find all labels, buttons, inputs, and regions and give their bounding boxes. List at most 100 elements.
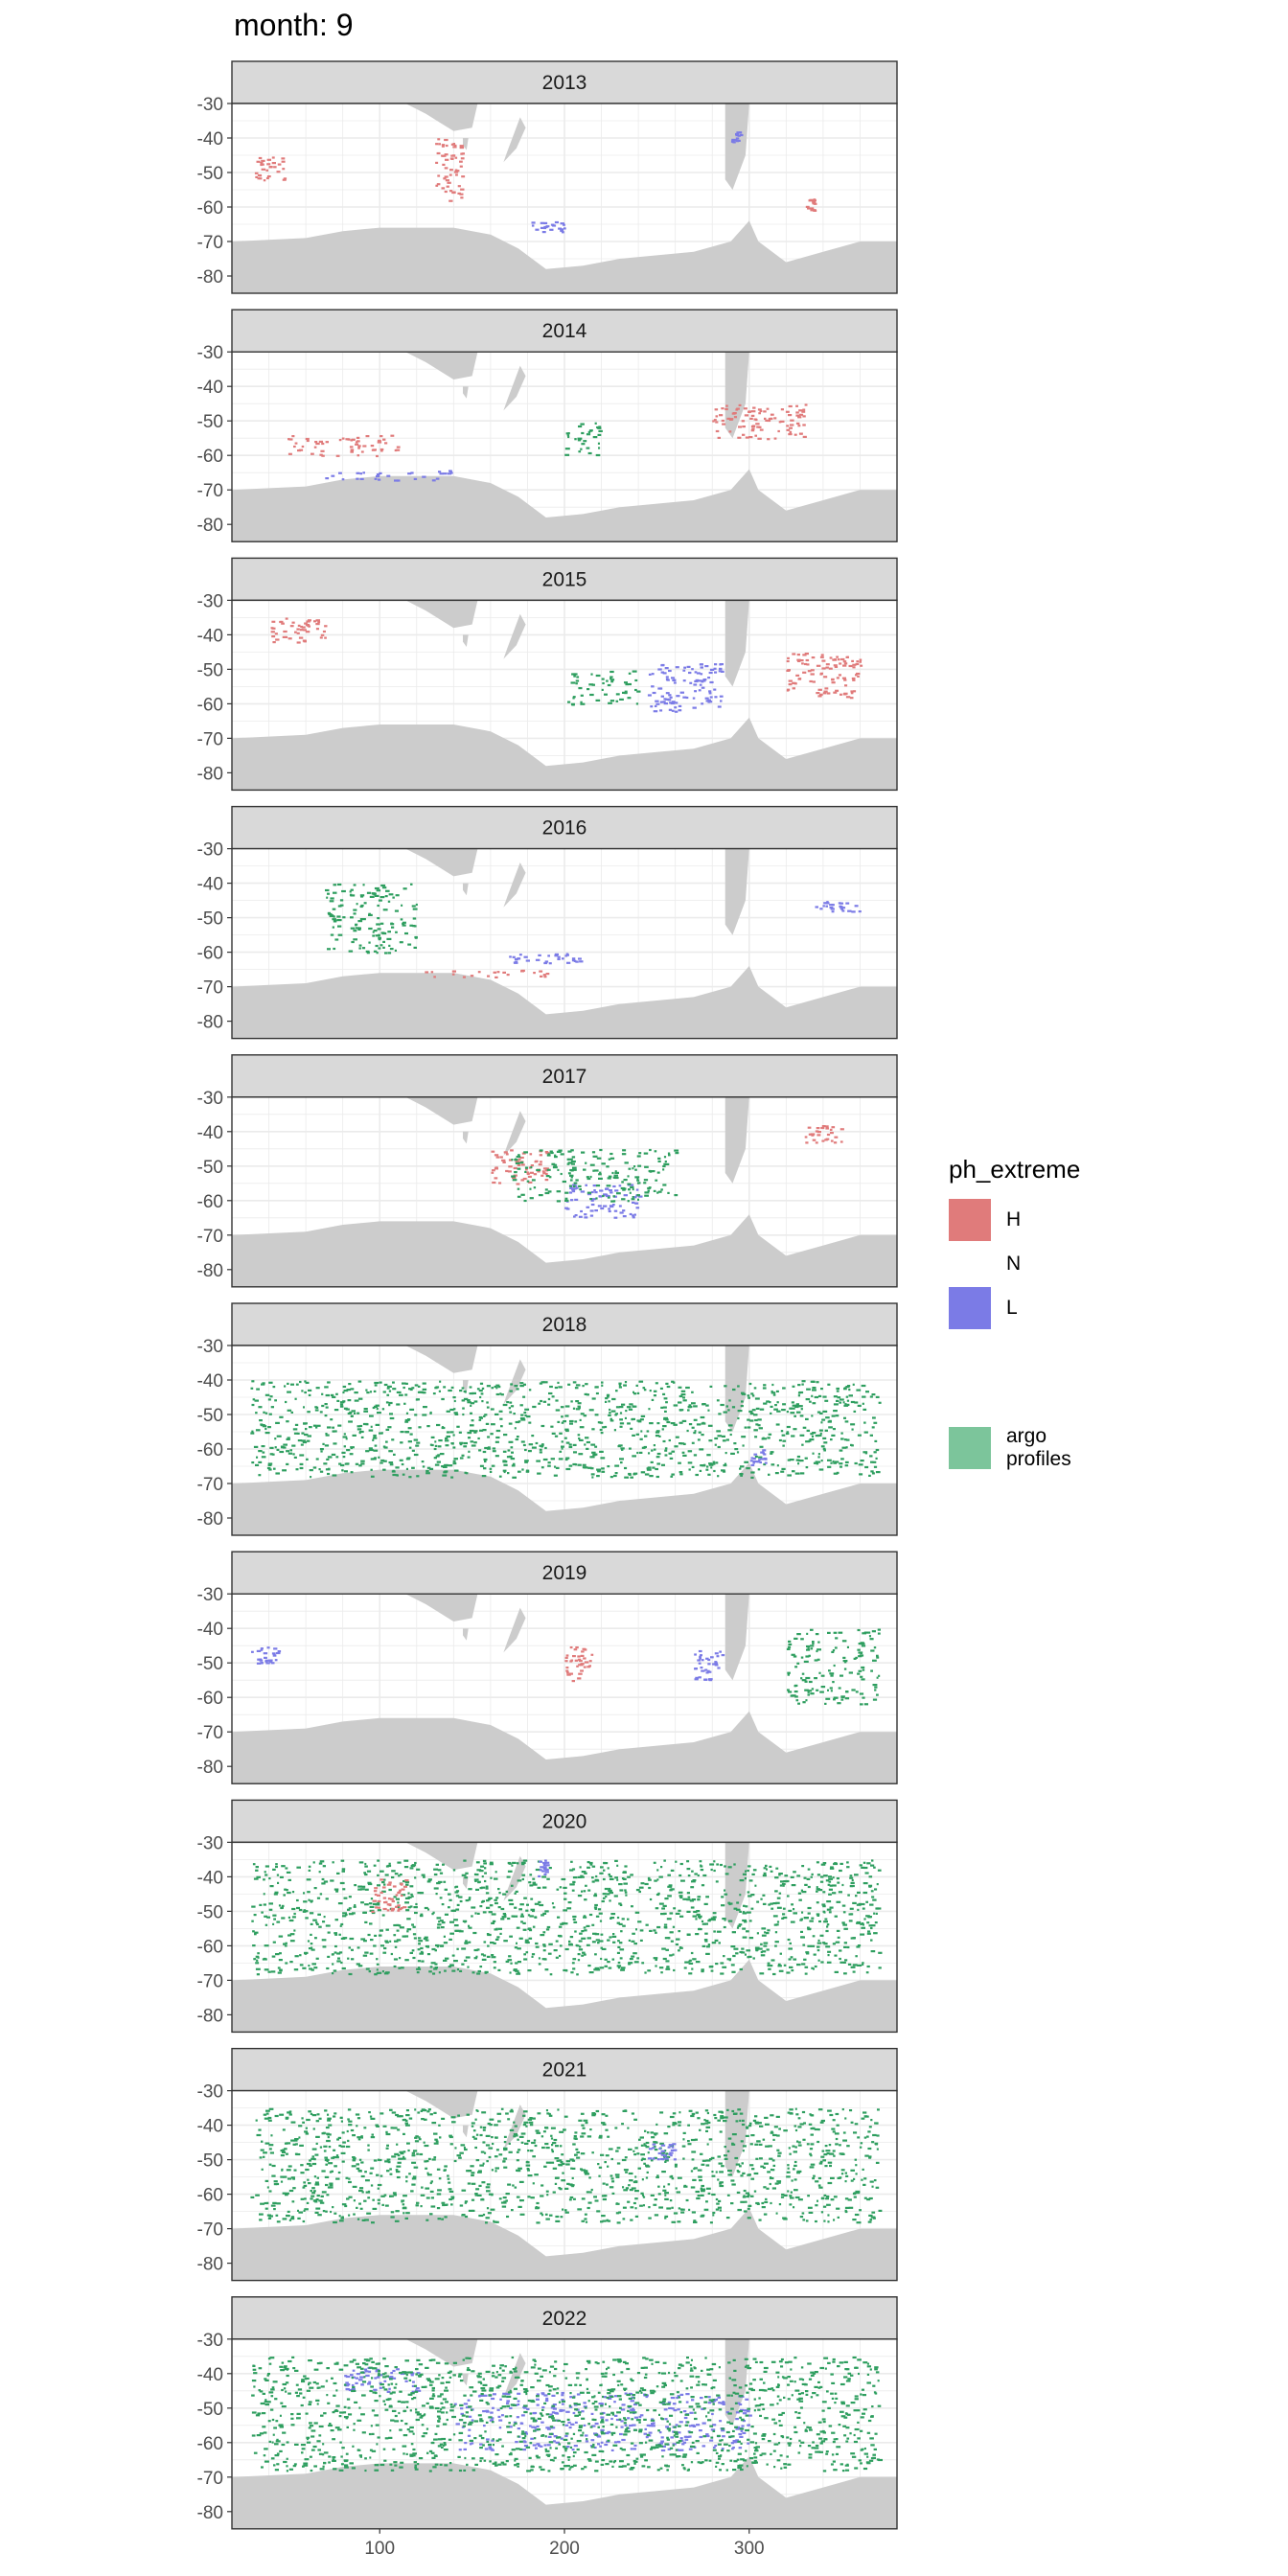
heatmap-cell (755, 423, 760, 426)
heatmap-cell (366, 2212, 372, 2215)
heatmap-cell (490, 1433, 494, 1436)
heatmap-cell (382, 438, 386, 441)
heatmap-cell (343, 1445, 346, 1448)
heatmap-cell (323, 2150, 327, 2152)
heatmap-cell (595, 699, 601, 702)
heatmap-cell (655, 1179, 658, 1182)
heatmap-cell (782, 1444, 785, 1447)
heatmap-cell (823, 1943, 828, 1945)
heatmap-cell (818, 1429, 823, 1432)
heatmap-cell (439, 1380, 442, 1383)
heatmap-cell (520, 1418, 526, 1421)
heatmap-cell (572, 1915, 577, 1919)
heatmap-cell (461, 152, 465, 155)
heatmap-cell (543, 226, 547, 230)
heatmap-cell (526, 1171, 529, 1174)
heatmap-cell (832, 1884, 837, 1887)
heatmap-cell (271, 620, 276, 623)
heatmap-cell (450, 1386, 454, 1389)
heatmap-cell (697, 1659, 702, 1662)
heatmap-cell (849, 1876, 854, 1879)
heatmap-cell (694, 1678, 699, 1681)
heatmap-cell (759, 1445, 764, 1448)
heatmap-cell (359, 1424, 363, 1428)
heatmap-cell (842, 1923, 847, 1926)
heatmap-cell (681, 1419, 687, 1422)
heatmap-cell (404, 1901, 409, 1904)
heatmap-cell (536, 1168, 541, 1172)
heatmap-cell (833, 1141, 838, 1144)
heatmap-cell (675, 1943, 678, 1946)
heatmap-cell (855, 674, 858, 677)
heatmap-cell (341, 2203, 347, 2206)
heatmap-cell (350, 1446, 353, 1450)
heatmap-cell (459, 2151, 464, 2154)
heatmap-cell (628, 2148, 632, 2150)
facet-strip (231, 1551, 898, 1595)
heatmap-cell (791, 1401, 794, 1404)
heatmap-cell (329, 2182, 334, 2185)
heatmap-cell (483, 1414, 486, 1417)
heatmap-cell (619, 1903, 623, 1906)
heatmap-cell (564, 1414, 569, 1417)
heatmap-cell (782, 1403, 786, 1406)
heatmap-cell (304, 1951, 309, 1954)
heatmap-cell (708, 1462, 712, 1465)
heatmap-cell (862, 1668, 865, 1671)
heatmap-cell (281, 1904, 285, 1907)
heatmap-cell (875, 1448, 880, 1452)
tasmania-landmass (462, 1628, 469, 1641)
heatmap-cell (607, 1465, 610, 1468)
heatmap-cell (397, 1909, 401, 1912)
heatmap-cell (336, 1960, 341, 1963)
heatmap-cell (791, 1435, 795, 1438)
heatmap-cell (370, 1475, 375, 1478)
heatmap-cell (693, 1418, 698, 1421)
heatmap-cell (448, 1464, 453, 1467)
heatmap-cell (264, 1412, 268, 1414)
heatmap-cell (396, 1905, 401, 1909)
heatmap-cell (498, 2153, 503, 2156)
heatmap-cell (256, 1388, 260, 1391)
heatmap-cell (279, 620, 282, 624)
heatmap-cell (444, 175, 448, 178)
heatmap-cell (620, 1447, 625, 1450)
heatmap-cell (299, 1466, 304, 1470)
heatmap-cell (696, 672, 701, 675)
heatmap-cell (600, 1432, 604, 1435)
heatmap-cell (303, 1909, 307, 1912)
heatmap-cell (762, 1894, 766, 1897)
heatmap-cell (392, 1381, 395, 1384)
heatmap-cell (304, 1391, 307, 1394)
heatmap-cell (604, 693, 608, 696)
heatmap-cell (594, 1907, 597, 1910)
heatmap-cell (776, 1897, 781, 1899)
heatmap-cell (264, 1944, 269, 1947)
heatmap-cell (680, 2208, 685, 2211)
heatmap-cell (320, 633, 325, 636)
heatmap-cell (644, 2144, 647, 2147)
heatmap-cell (329, 2171, 333, 2174)
heatmap-cell (405, 1382, 408, 1385)
heatmap-cell (739, 1879, 745, 1882)
heatmap-cell (322, 630, 326, 633)
heatmap-cell (652, 1466, 656, 1469)
heatmap-cell (667, 2183, 671, 2186)
heatmap-cell (747, 1869, 749, 1873)
heatmap-cell (549, 1973, 553, 1976)
heatmap-cell (551, 1432, 556, 1435)
heatmap-cell (544, 1191, 550, 1195)
heatmap-cell (544, 1188, 548, 1191)
heatmap-cell (362, 445, 367, 448)
heatmap-cell (488, 1911, 493, 1914)
heatmap-cell (816, 1914, 820, 1917)
heatmap-cell (265, 1662, 270, 1665)
heatmap-cell (303, 1406, 305, 1409)
heatmap-cell (286, 1462, 289, 1465)
heatmap-cell (640, 1414, 646, 1417)
heatmap-cell (317, 620, 321, 624)
heatmap-cell (794, 682, 797, 685)
heatmap-cell (343, 1433, 346, 1436)
heatmap-cell (427, 1908, 430, 1911)
heatmap-cell (341, 1469, 344, 1472)
